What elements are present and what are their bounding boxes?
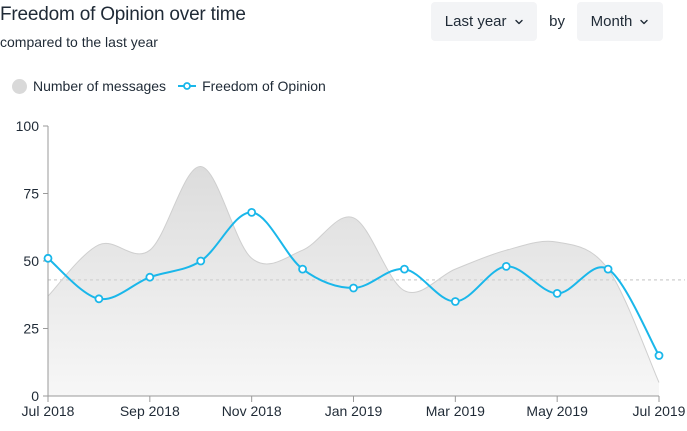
y-tick-label: 100 [16, 118, 40, 134]
x-tick-label: Jul 2018 [22, 403, 75, 419]
opinion-point [654, 351, 664, 360]
chart-controls: Last year by Month [431, 2, 663, 41]
x-tick-label: Jul 2019 [633, 403, 686, 419]
opinion-point [603, 264, 613, 274]
chevron-down-icon [640, 19, 649, 24]
opinion-point [94, 294, 104, 304]
opinion-point [552, 288, 562, 298]
legend-item-opinion[interactable]: Freedom of Opinion [178, 78, 326, 94]
opinion-point [501, 261, 511, 271]
legend-item-messages[interactable]: Number of messages [12, 78, 166, 94]
line-chart: 0 25 50 75 100 Jul 2018 Sep 2018 Nov 2018 Jan 20… [16, 118, 686, 419]
x-tick-label: Mar 2019 [426, 403, 485, 419]
opinion-point [247, 208, 257, 217]
y-tick-label: 75 [23, 186, 39, 202]
legend-opinion-label: Freedom of Opinion [202, 78, 326, 94]
chevron-down-icon [514, 19, 523, 24]
opinion-point [43, 253, 53, 263]
y-tick-label: 25 [23, 321, 39, 337]
granularity-dropdown-label: Month [590, 13, 633, 30]
period-dropdown-label: Last year [444, 13, 507, 30]
messages-area [48, 166, 659, 396]
opinion-point [145, 272, 155, 282]
x-tick-label: Jan 2019 [325, 403, 383, 419]
chart-legend: Number of messages Freedom of Opinion [12, 78, 326, 94]
area-swatch-icon [12, 78, 27, 94]
x-tick-label: May 2019 [526, 403, 588, 419]
opinion-point [400, 264, 409, 274]
opinion-point [349, 283, 358, 293]
x-tick-label: Nov 2018 [222, 403, 282, 419]
y-tick-label: 0 [31, 388, 39, 404]
y-tick-label: 50 [23, 253, 39, 269]
granularity-dropdown[interactable]: Month [577, 2, 663, 41]
page-subtitle: compared to the last year [0, 34, 158, 50]
opinion-point [298, 264, 307, 274]
by-label: by [549, 13, 565, 30]
legend-messages-label: Number of messages [33, 78, 167, 94]
period-dropdown[interactable]: Last year [431, 2, 538, 41]
line-swatch-icon [178, 82, 197, 90]
x-tick-label: Sep 2018 [120, 403, 180, 419]
page-title: Freedom of Opinion over time [0, 4, 246, 25]
messages-area-outline [47, 165, 660, 383]
opinion-point [450, 297, 460, 306]
opinion-point [196, 256, 206, 266]
